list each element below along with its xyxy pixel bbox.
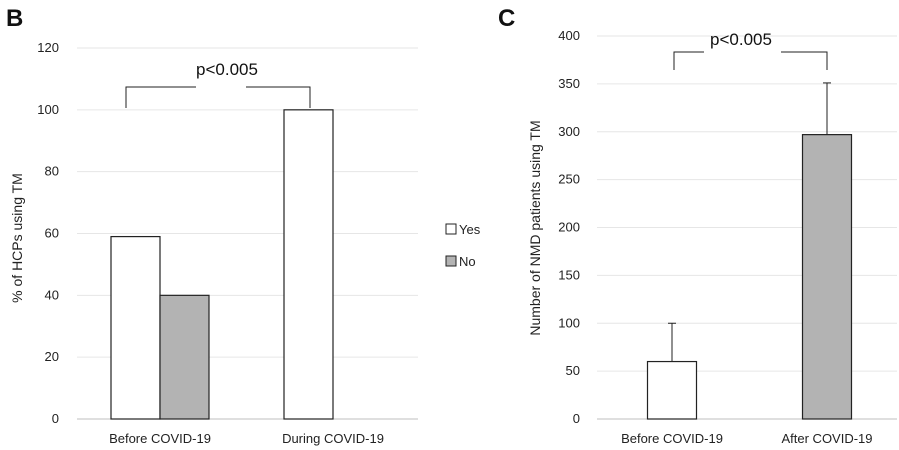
panel-c-error-bars: [668, 82, 831, 362]
panel-b-y-axis-title: % of HCPs using TM: [9, 173, 25, 303]
panel-c-y-tick-300: 300: [558, 124, 580, 139]
panel-c-y-tick-400: 400: [558, 28, 580, 43]
panel-b-y-tick-100: 100: [37, 102, 59, 117]
panel-c-categories: Before COVID-19 After COVID-19: [621, 431, 872, 446]
panel-b-category-before-covid-19: Before COVID-19: [109, 431, 211, 446]
panel-b-y-tick-120: 120: [37, 40, 59, 55]
panel-c-y-axis-title: Number of NMD patients using TM: [527, 120, 543, 335]
panel-b-y-tick-40: 40: [45, 287, 59, 302]
panel-c-bracket-left: [673, 51, 704, 70]
legend-label-yes: Yes: [459, 222, 481, 237]
panel-b-label: B: [6, 5, 23, 32]
legend-swatch-yes: [445, 223, 457, 235]
panel-b-y-tick-80: 80: [45, 164, 59, 179]
panel-b-y-tick-60: 60: [45, 226, 59, 241]
bar-before-covid-19-no: [159, 294, 210, 420]
panel-c-y-ticks: 0 50 100 150 200 250 300 350 400: [558, 28, 580, 426]
bar-before-covid-19-yes: [110, 235, 161, 420]
panel-c-y-tick-200: 200: [558, 220, 580, 235]
panel-c-y-tick-0: 0: [573, 411, 580, 426]
panel-c-y-tick-150: 150: [558, 267, 580, 282]
legend-swatch-no: [445, 255, 457, 267]
panel-b-y-tick-0: 0: [52, 411, 59, 426]
panel-c-y-tick-50: 50: [566, 363, 580, 378]
panel-b-category-during-covid-19: During COVID-19: [282, 431, 384, 446]
panel-b-significance-bracket: [125, 86, 311, 108]
panel-c-label: C: [498, 5, 515, 32]
legend-label-no: No: [459, 254, 476, 269]
panel-c-chart: C 0 50 100 150 200 250 300 350 400 Before COVID-…: [498, 5, 897, 446]
bar-during-covid-19-yes: [283, 109, 334, 420]
panel-b-p-value: p<0.005: [196, 60, 258, 79]
panel-b-bars: [110, 109, 334, 420]
panel-c-y-tick-350: 350: [558, 76, 580, 91]
panel-c-bracket-right: [781, 51, 828, 70]
panel-b-categories: Before COVID-19 During COVID-19: [109, 431, 384, 446]
bar-before-covid-19: [646, 360, 698, 420]
panel-b-y-tick-20: 20: [45, 349, 59, 364]
panel-c-category-before-covid-19: Before COVID-19: [621, 431, 723, 446]
panel-b-legend: Yes No: [445, 222, 481, 269]
panel-c-bars: [646, 134, 853, 420]
panel-c-y-tick-250: 250: [558, 172, 580, 187]
panel-b-bracket-left: [125, 86, 196, 108]
panel-b-y-ticks: 0 20 40 60 80 100 120: [37, 40, 59, 426]
panel-c-y-tick-100: 100: [558, 315, 580, 330]
panel-c-category-after-covid-19: After COVID-19: [781, 431, 872, 446]
panel-c-p-value: p<0.005: [710, 30, 772, 49]
bar-after-covid-19: [801, 134, 853, 420]
panel-b-chart: B 0 20 40 60 80 100 120 Before COVID-19 During …: [6, 5, 418, 446]
panel-b-bracket-right: [246, 86, 311, 108]
panel-c-significance-bracket: [673, 51, 828, 70]
